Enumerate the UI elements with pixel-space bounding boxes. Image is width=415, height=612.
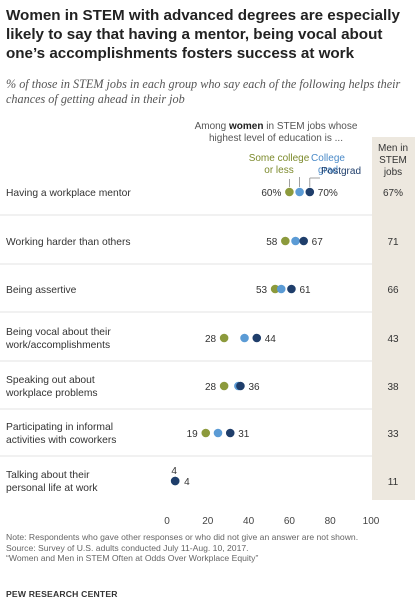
x-tick-label: 80 <box>325 516 337 527</box>
category-label: Talking about their <box>6 470 90 481</box>
low-value-label: 58 <box>266 237 278 248</box>
high-value-label: 44 <box>265 334 277 345</box>
men-header-line: jobs <box>383 167 402 178</box>
high-value-label: 36 <box>248 382 260 393</box>
category-label: Having a workplace mentor <box>6 188 131 199</box>
brand-logo-text: PEW RESEARCH CENTER <box>6 589 118 599</box>
men-value: 71 <box>387 237 399 248</box>
data-point <box>305 187 315 197</box>
data-point <box>170 476 180 486</box>
high-value-label: 67 <box>312 237 324 248</box>
data-point <box>287 284 296 294</box>
data-point <box>281 236 290 246</box>
footer-source: Source: Survey of U.S. adults conducted … <box>6 542 249 553</box>
data-point <box>276 284 286 294</box>
low-value-label: 53 <box>256 285 268 296</box>
low-value-label: 28 <box>205 334 217 345</box>
data-point <box>291 236 300 246</box>
data-point <box>225 428 235 438</box>
legend-label: grad <box>318 165 338 176</box>
data-point <box>236 381 245 391</box>
low-value-label: 28 <box>205 382 217 393</box>
category-label: activities with coworkers <box>6 435 116 446</box>
data-point <box>299 236 308 246</box>
high-value-label: 4 <box>184 477 190 488</box>
data-point <box>219 333 229 343</box>
x-tick-label: 100 <box>363 516 380 527</box>
men-value: 38 <box>387 382 399 393</box>
data-point <box>295 187 304 197</box>
low-value-label: 4 <box>171 466 177 477</box>
legend-label: or less <box>264 165 293 176</box>
category-label: Participating in informal <box>6 422 113 433</box>
data-point <box>219 381 229 391</box>
legend-label: Some college <box>249 153 310 164</box>
women-header-line: highest level of education is ... <box>209 133 343 144</box>
men-column-background <box>372 137 415 500</box>
legend-label: Postgrad <box>321 166 361 177</box>
high-value-label: 31 <box>238 429 250 440</box>
men-value: 43 <box>387 334 399 345</box>
category-label: Being assertive <box>6 285 77 296</box>
men-value: 66 <box>387 285 399 296</box>
low-value-label: 60% <box>261 188 281 199</box>
men-value: 67% <box>383 188 403 199</box>
high-value-label: 70% <box>318 188 338 199</box>
footer: Note: Respondents who gave other respons… <box>6 532 415 564</box>
category-label: Speaking out about <box>6 375 95 386</box>
x-tick-label: 60 <box>284 516 296 527</box>
category-label: Working harder than others <box>6 237 131 248</box>
x-tick-label: 40 <box>243 516 255 527</box>
category-label: workplace problems <box>5 388 98 399</box>
footer-note: Note: Respondents who gave other respons… <box>6 532 359 542</box>
footer-report: “Women and Men in STEM Often at Odds Ove… <box>6 553 259 564</box>
men-header-line: Men in <box>378 143 408 154</box>
high-value-label: 61 <box>299 285 311 296</box>
women-header-line: Among women in STEM jobs whose <box>195 121 358 132</box>
x-tick-label: 0 <box>164 516 170 527</box>
chart-subtitle: % of those in STEM jobs in each group wh… <box>6 77 401 106</box>
data-point <box>240 333 249 343</box>
men-value: 33 <box>387 429 399 440</box>
legend-label: College <box>311 153 345 164</box>
low-value-label: 19 <box>187 429 199 440</box>
x-tick-label: 20 <box>202 516 214 527</box>
data-point <box>270 284 280 294</box>
category-label: personal life at work <box>6 483 98 494</box>
data-point <box>285 187 294 197</box>
data-point <box>213 428 223 438</box>
men-value: 11 <box>388 477 399 488</box>
category-label: Being vocal about their <box>6 327 111 338</box>
data-point <box>201 428 211 438</box>
data-point <box>252 333 262 343</box>
men-header-line: STEM <box>379 155 407 166</box>
chart-title: Women in STEM with advanced degrees are … <box>6 7 400 62</box>
category-label: work/accomplishments <box>5 340 110 351</box>
